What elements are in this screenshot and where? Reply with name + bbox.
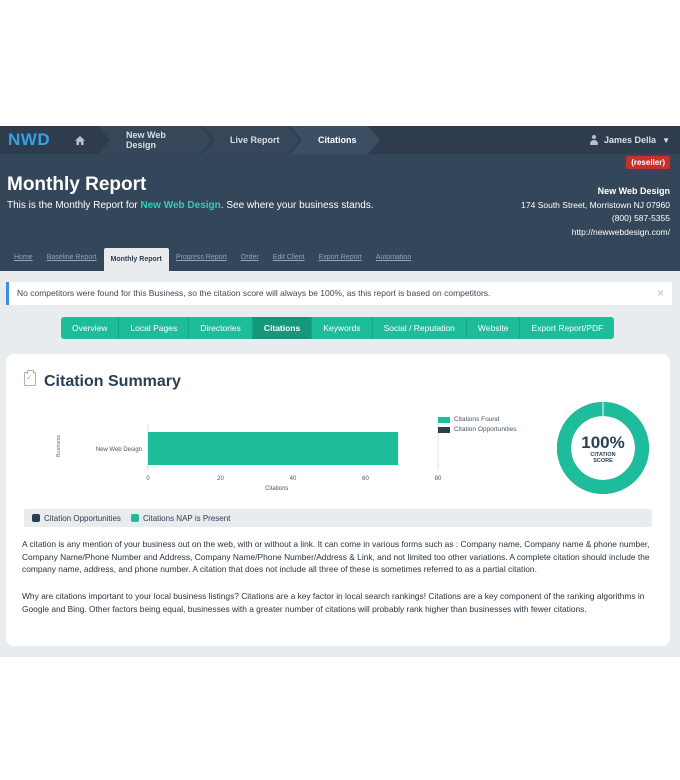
page-subtitle: This is the Monthly Report for New Web D… (7, 200, 374, 211)
bar-citations-found (148, 432, 399, 465)
user-menu[interactable]: James Della ▼ (589, 126, 670, 154)
breadcrumb-new-web-design[interactable]: New Web Design (98, 126, 212, 154)
reseller-badge: (reseller) (626, 156, 670, 169)
x-tick-label: 40 (290, 476, 297, 482)
nav-citations[interactable]: Citations (252, 317, 313, 339)
legend-swatch (438, 426, 450, 433)
subtitle-prefix: This is the Monthly Report for (7, 200, 141, 211)
nav-local-pages[interactable]: Local Pages (119, 317, 190, 339)
y-axis-label: Business (56, 435, 62, 458)
alert-text: No competitors were found for this Busin… (17, 288, 491, 298)
tab-home[interactable]: Home (14, 254, 33, 261)
section-nav: Overview Local Pages Directories Citatio… (61, 317, 615, 339)
category-label: New Web Design (96, 447, 142, 453)
tab-order[interactable]: Order (240, 254, 259, 261)
tab-progress-report[interactable]: Progress Report (175, 254, 227, 261)
legend-item-opportunities[interactable]: Citation Opportunities (32, 514, 121, 523)
x-tick-label: 20 (217, 476, 224, 482)
page-title: Monthly Report (7, 174, 147, 195)
legend-label: Citation Opportunities (44, 513, 121, 523)
legend-label: Citations Found (454, 416, 500, 423)
info-alert: No competitors were found for this Busin… (6, 282, 672, 305)
citation-description: A citation is any mention of your busine… (22, 539, 650, 574)
x-axis-label: Citations (265, 486, 288, 492)
legend-item-nap-present[interactable]: Citations NAP is Present (130, 513, 231, 523)
legend-swatch (32, 514, 40, 522)
breadcrumb-citations[interactable]: Citations (290, 126, 380, 154)
citations-bar-chart: 0 20 40 60 80 Citations Business New Web Design (56, 424, 442, 492)
business-phone: (800) 587-5355 (611, 213, 670, 223)
citation-score: 100% CITATION SCORE (557, 433, 649, 465)
nav-website[interactable]: Website (467, 317, 521, 339)
x-tick-label: 0 (146, 476, 150, 482)
score-value: 100% (581, 433, 625, 452)
business-website[interactable]: http://newwebdesign.com/ (571, 226, 670, 237)
card-title: Citation Summary (44, 373, 181, 390)
x-tick-label: 80 (435, 476, 442, 482)
tab-export-report[interactable]: Export Report (318, 254, 362, 261)
business-address: 174 South Street, Morristown NJ 07960 (521, 199, 670, 210)
legend-item-opportunities: Citation Opportunities (438, 426, 517, 433)
user-icon (589, 135, 599, 145)
citation-score-ring (557, 402, 649, 494)
top-bar: NWD New Web Design Live Report Citations… (0, 126, 680, 154)
legend-label: Citations NAP is Present (142, 513, 231, 523)
tab-edit-client[interactable]: Edit Client (272, 254, 305, 261)
nav-export-report[interactable]: Export Report/PDF (531, 323, 604, 333)
legend-swatch (438, 416, 450, 423)
chart-legend: Citations Found Citation Opportunities (438, 416, 517, 436)
caret-down-icon: ▼ (662, 135, 670, 145)
business-name: New Web Design (597, 186, 670, 196)
x-tick-label: 60 (362, 476, 369, 482)
logo: NWD (8, 130, 51, 149)
score-label-1: CITATION (590, 452, 616, 458)
breadcrumb-live-report[interactable]: Live Report (202, 126, 300, 154)
legend-label: Citation Opportunities (454, 426, 517, 433)
nav-directories[interactable]: Directories (189, 317, 253, 339)
report-header: (reseller) Monthly Report This is the Mo… (0, 154, 680, 248)
business-info: New Web Design 174 South Street, Morrist… (521, 185, 670, 239)
app-window: NWD New Web Design Live Report Citations… (0, 126, 680, 657)
tab-monthly-report[interactable]: Monthly Report (103, 248, 169, 271)
close-icon[interactable]: × (656, 286, 664, 300)
nav-overview[interactable]: Overview (61, 317, 120, 339)
clipboard-check-icon (24, 370, 36, 386)
subtitle-suffix: . See where your business stands. (220, 200, 374, 211)
legend-item-found: Citations Found (438, 416, 517, 423)
subtitle-business-link[interactable]: New Web Design (140, 200, 221, 211)
legend-swatch (130, 514, 139, 522)
citation-summary-card: Citation Summary 0 20 40 60 80 Citations Busin… (6, 354, 670, 646)
tab-baseline-report[interactable]: Baseline Report (46, 254, 97, 261)
nav-social-reputation[interactable]: Social / Reputation (373, 317, 467, 339)
citation-importance: Why are citations important to your loca… (22, 591, 645, 614)
tab-automation[interactable]: Automation (375, 254, 412, 261)
home-icon[interactable] (58, 126, 108, 154)
user-name: James Della (604, 135, 657, 145)
nav-keywords[interactable]: Keywords (312, 317, 373, 339)
breadcrumb: New Web Design Live Report Citations (58, 126, 380, 154)
report-tabs: Home Baseline Report Monthly Report Prog… (0, 248, 680, 271)
bottom-legend: Citation Opportunities Citations NAP is … (24, 509, 652, 527)
score-label-2: SCORE (593, 458, 613, 464)
